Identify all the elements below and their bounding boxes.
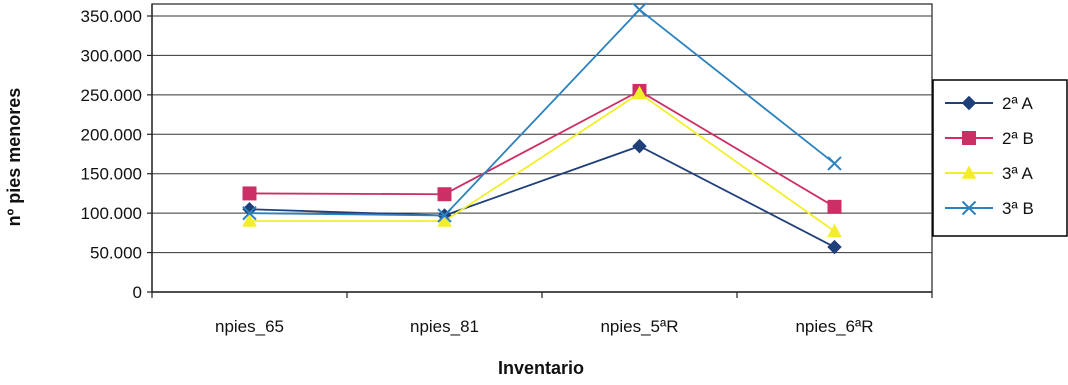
legend-marker: [961, 95, 977, 111]
legend-item: 2ª B: [945, 129, 1034, 148]
x-axis-title: Inventario: [498, 358, 584, 378]
legend-label: 2ª B: [1002, 129, 1034, 148]
data-point-diamond: [632, 138, 647, 154]
data-point-square: [242, 186, 257, 201]
data-point-square: [827, 199, 842, 214]
y-axis-title: nº pies menores: [4, 88, 24, 227]
y-tick-label: 300.000: [81, 46, 142, 65]
y-tick-label: 200.000: [81, 125, 142, 144]
legend-label: 3ª B: [1002, 199, 1034, 218]
y-tick-label: 100.000: [81, 204, 142, 223]
x-tick-label: npies_5ªR: [600, 317, 678, 336]
x-tick-label: npies_65: [215, 317, 284, 336]
data-point-diamond: [827, 239, 842, 255]
legend-marker: [961, 165, 977, 179]
data-point-x: [632, 2, 647, 17]
legend-item: 3ª A: [945, 164, 1034, 183]
data-point-x: [827, 156, 842, 171]
y-tick-label: 150.000: [81, 165, 142, 184]
data-point-triangle: [242, 213, 257, 227]
x-tick-label: npies_81: [410, 317, 479, 336]
x-tick-label: npies_6ªR: [795, 317, 873, 336]
legend-item: 3ª B: [945, 199, 1034, 218]
y-tick-label: 350.000: [81, 7, 142, 26]
data-point-triangle: [827, 223, 842, 237]
series-line: [249, 89, 835, 208]
series-line: [249, 8, 836, 217]
legend-box: [932, 79, 1068, 237]
y-tick-label: 0: [133, 283, 142, 302]
data-point-square: [437, 187, 452, 202]
series-2: [242, 83, 842, 214]
axes: 0 50.000 100.000 150.000 200.000 250.000 300.0…: [81, 4, 933, 336]
data-point-triangle: [632, 85, 647, 99]
legend-marker: [962, 131, 976, 145]
y-tick-label: 50.000: [90, 244, 142, 263]
series-4: [242, 2, 842, 223]
series-3: [242, 85, 842, 237]
data-point-x: [437, 208, 452, 223]
data-point-x: [242, 205, 257, 221]
legend-label: 3ª A: [1002, 164, 1034, 183]
data-point-triangle: [437, 213, 452, 227]
series-1: [242, 138, 842, 255]
series-line: [249, 92, 836, 233]
series-line: [249, 145, 835, 248]
y-tick-label: 250.000: [81, 86, 142, 105]
series-layer: [242, 2, 842, 255]
legend-item: 2ª A: [945, 94, 1034, 113]
legend: 2ª A 2ª B 3ª A 3ª B: [932, 79, 1068, 237]
legend-marker: [961, 200, 977, 216]
legend-label: 2ª A: [1002, 94, 1034, 113]
